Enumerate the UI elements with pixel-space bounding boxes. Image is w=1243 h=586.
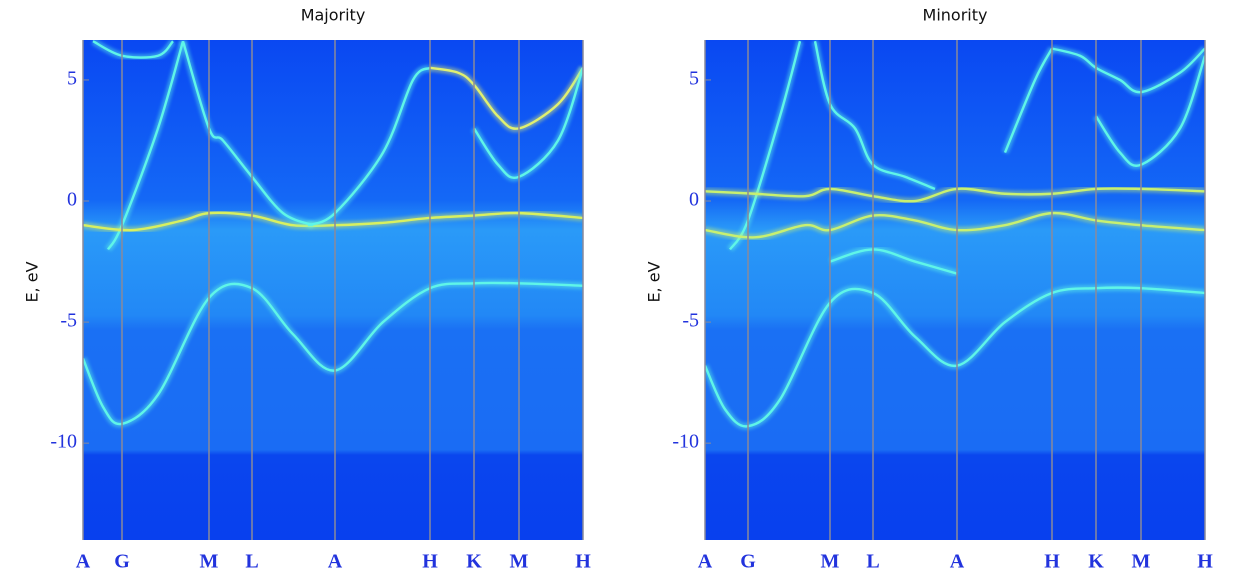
band-line — [1003, 47, 1054, 154]
chart-title: Minority — [923, 6, 988, 25]
band-line — [705, 187, 1205, 203]
y-tick-label: 0 — [689, 189, 699, 211]
x-tick-label: H — [1044, 551, 1060, 573]
y-tick-label: -10 — [50, 431, 77, 453]
x-tick-label: A — [950, 551, 965, 573]
y-tick-label: -5 — [60, 310, 77, 332]
x-tick-label: H — [1197, 551, 1213, 573]
x-tick-label: H — [575, 551, 591, 573]
plot-background — [83, 40, 583, 540]
band-line — [705, 211, 1205, 239]
y-axis-label: E, eV — [645, 261, 664, 302]
x-tick-label: H — [422, 551, 438, 573]
band-line — [429, 66, 583, 130]
x-tick-label: A — [76, 551, 91, 573]
x-tick-label: A — [698, 551, 713, 573]
chart-title: Majority — [301, 6, 366, 25]
x-tick-label: G — [740, 551, 756, 573]
x-tick-label: K — [466, 551, 482, 573]
x-tick-label: A — [328, 551, 343, 573]
x-tick-label: M — [821, 551, 840, 573]
band-line — [829, 248, 958, 275]
y-tick-label: 0 — [67, 189, 77, 211]
x-tick-label: L — [245, 551, 258, 573]
panels: A G M L A H K M H 5 0 -5 -10 Majority E, eV A G M L A H K M H 5 0… — [23, 6, 1214, 573]
band-line — [307, 66, 431, 227]
x-tick-label: M — [200, 551, 219, 573]
band-line — [106, 40, 185, 251]
x-tick-label: M — [510, 551, 529, 573]
y-axis-label: E, eV — [23, 261, 42, 302]
y-tick-label: -5 — [682, 310, 699, 332]
x-tick-label: K — [1088, 551, 1104, 573]
y-tick-label: 5 — [689, 68, 699, 90]
x-tick-label: L — [866, 551, 879, 573]
y-tick-label: 5 — [67, 68, 77, 90]
band-line — [1051, 47, 1205, 94]
band-line — [92, 40, 174, 59]
x-tick-label: M — [1132, 551, 1151, 573]
panel: A G M L A H K M H 5 0 -5 -10 Majority E, eV — [23, 6, 592, 573]
y-tick-label: -10 — [672, 431, 699, 453]
panel: A G M L A H K M H 5 0 -5 -10 Minority E, eV — [645, 6, 1214, 573]
band-line — [181, 40, 314, 227]
x-tick-label: G — [114, 551, 130, 573]
band-line — [813, 40, 936, 191]
